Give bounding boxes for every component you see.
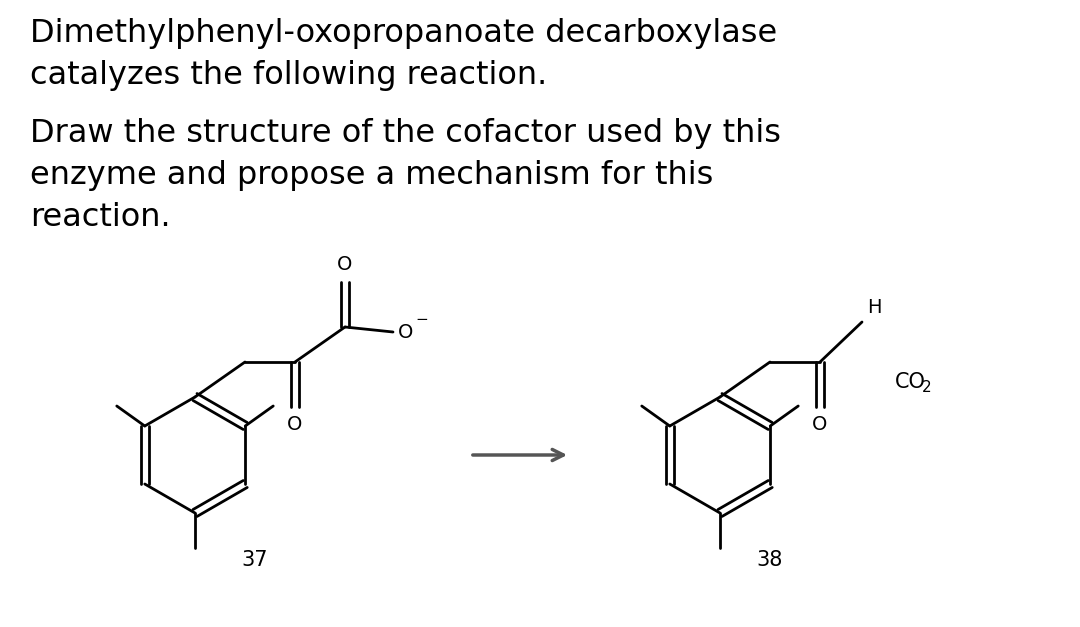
- Text: O: O: [399, 322, 414, 342]
- Text: O: O: [337, 255, 353, 274]
- Text: 2: 2: [922, 381, 932, 396]
- Text: 37: 37: [242, 550, 268, 570]
- Text: H: H: [867, 298, 881, 317]
- Text: Draw the structure of the cofactor used by this: Draw the structure of the cofactor used …: [30, 118, 781, 149]
- Text: O: O: [812, 415, 827, 434]
- Text: Dimethylphenyl-oxopropanoate decarboxylase: Dimethylphenyl-oxopropanoate decarboxyla…: [30, 18, 778, 49]
- Text: CO: CO: [895, 372, 926, 392]
- Text: O: O: [287, 415, 302, 434]
- Text: enzyme and propose a mechanism for this: enzyme and propose a mechanism for this: [30, 160, 714, 191]
- Text: −: −: [415, 312, 428, 327]
- Text: 38: 38: [757, 550, 783, 570]
- Text: catalyzes the following reaction.: catalyzes the following reaction.: [30, 60, 548, 91]
- Text: reaction.: reaction.: [30, 202, 171, 233]
